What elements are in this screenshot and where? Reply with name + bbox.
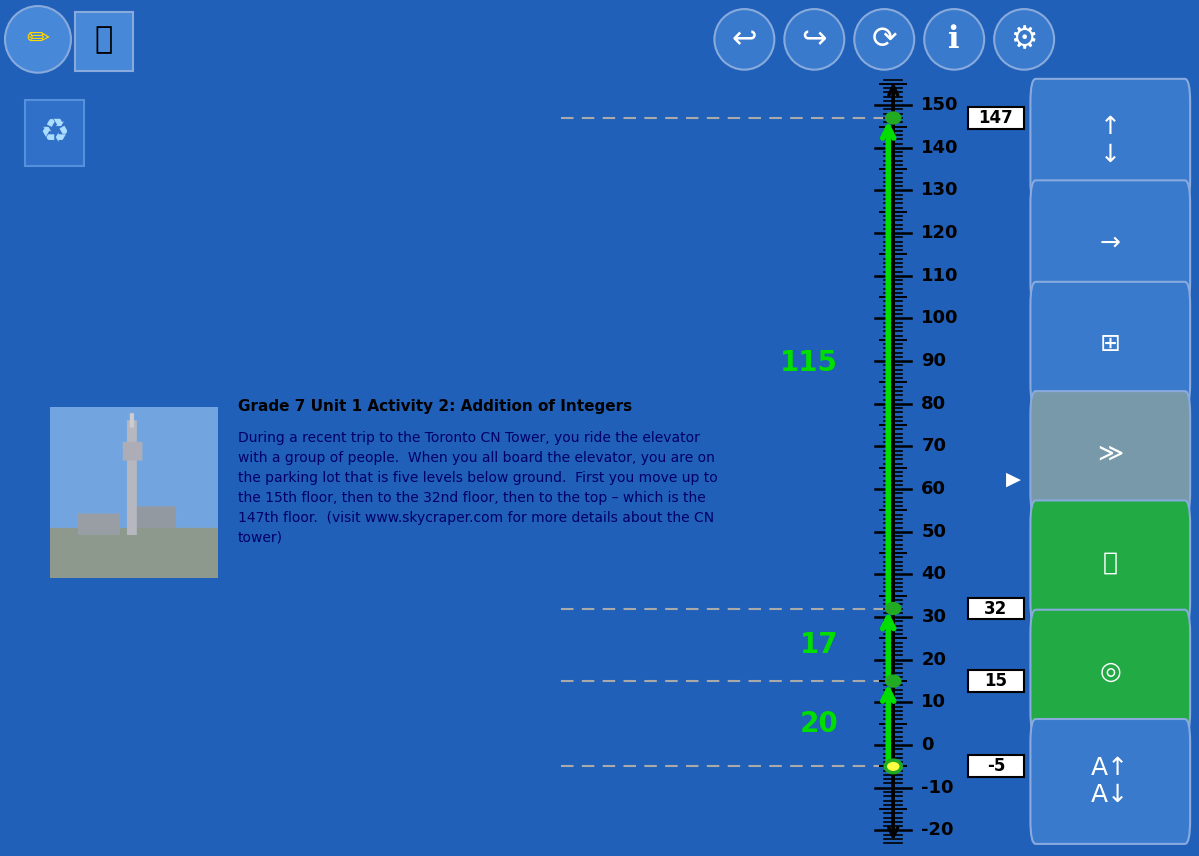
- FancyBboxPatch shape: [1030, 501, 1191, 626]
- FancyBboxPatch shape: [1030, 609, 1191, 734]
- Text: -5: -5: [987, 758, 1005, 776]
- Text: 140: 140: [921, 139, 959, 157]
- Text: 20: 20: [800, 710, 838, 738]
- FancyBboxPatch shape: [1030, 282, 1191, 407]
- Bar: [969, 597, 1024, 620]
- Text: -10: -10: [921, 779, 954, 797]
- Bar: [969, 107, 1024, 129]
- Text: 115: 115: [781, 349, 838, 377]
- FancyBboxPatch shape: [1030, 181, 1191, 306]
- Text: 32: 32: [984, 599, 1007, 617]
- Text: ⊞: ⊞: [1099, 332, 1121, 356]
- Text: 110: 110: [921, 267, 959, 285]
- Text: 147: 147: [978, 109, 1013, 127]
- Text: -20: -20: [921, 822, 954, 840]
- Circle shape: [854, 9, 915, 69]
- FancyBboxPatch shape: [1030, 391, 1191, 516]
- Text: ✏: ✏: [26, 26, 49, 53]
- Text: During a recent trip to the Toronto CN Tower, you ride the elevator
with a group: During a recent trip to the Toronto CN T…: [237, 431, 717, 545]
- Text: 40: 40: [921, 566, 946, 584]
- Text: 80: 80: [921, 395, 946, 413]
- Text: ⟳: ⟳: [872, 25, 897, 54]
- Text: 50: 50: [921, 523, 946, 541]
- Circle shape: [715, 9, 775, 69]
- Text: ⚙: ⚙: [1011, 25, 1038, 54]
- FancyBboxPatch shape: [1030, 719, 1191, 844]
- Text: 17: 17: [800, 631, 838, 659]
- Circle shape: [885, 760, 902, 773]
- Circle shape: [924, 9, 984, 69]
- Text: 30: 30: [921, 608, 946, 626]
- Text: 🖼: 🖼: [95, 25, 113, 54]
- Text: 60: 60: [921, 480, 946, 498]
- Circle shape: [994, 9, 1054, 69]
- Text: 🔗: 🔗: [1103, 551, 1117, 575]
- Text: ↩: ↩: [731, 25, 757, 54]
- Text: ↑
↓: ↑ ↓: [1099, 116, 1121, 167]
- Text: 120: 120: [921, 224, 959, 242]
- Text: 130: 130: [921, 181, 959, 199]
- Circle shape: [784, 9, 844, 69]
- Text: 90: 90: [921, 352, 946, 370]
- Text: ≫: ≫: [1097, 442, 1123, 466]
- Text: 150: 150: [921, 96, 959, 114]
- Text: ◎: ◎: [1099, 660, 1121, 684]
- Text: ▶: ▶: [1006, 470, 1020, 489]
- Text: ♻: ♻: [40, 116, 70, 150]
- Bar: [969, 670, 1024, 692]
- Text: ↪: ↪: [802, 25, 827, 54]
- Text: 10: 10: [921, 693, 946, 711]
- Text: 0: 0: [921, 736, 934, 754]
- Text: ℹ: ℹ: [948, 25, 960, 54]
- FancyBboxPatch shape: [1030, 79, 1191, 204]
- Circle shape: [5, 6, 71, 73]
- Text: 15: 15: [984, 672, 1007, 690]
- Circle shape: [886, 603, 900, 615]
- Circle shape: [886, 675, 900, 687]
- Text: A↑
A↓: A↑ A↓: [1091, 756, 1129, 807]
- Text: →: →: [1099, 231, 1121, 255]
- Text: 70: 70: [921, 437, 946, 455]
- Text: 20: 20: [921, 651, 946, 669]
- Text: Grade 7 Unit 1 Activity 2: Addition of Integers: Grade 7 Unit 1 Activity 2: Addition of I…: [237, 400, 632, 414]
- Text: 100: 100: [921, 310, 959, 328]
- Circle shape: [886, 112, 900, 123]
- Bar: [74, 12, 133, 71]
- Bar: [969, 756, 1024, 777]
